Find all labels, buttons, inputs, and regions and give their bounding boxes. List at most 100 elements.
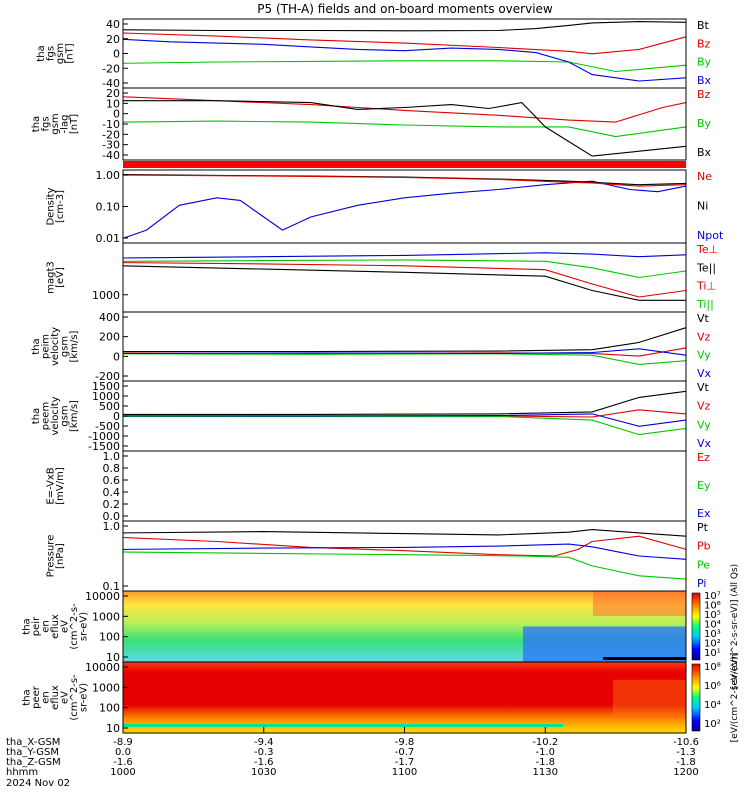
y-tick-label: -10 (102, 118, 120, 131)
y-tick-label: 100 (99, 631, 120, 644)
spectrogram (123, 662, 686, 733)
legend-label: Vt (697, 381, 710, 394)
y-axis-label: sr-eV) (79, 612, 90, 641)
y-axis-label: Density (45, 187, 56, 225)
y-axis-label: [km/s] (69, 330, 80, 362)
series-line (122, 551, 687, 580)
y-tick-label: 0.10 (96, 201, 121, 214)
y-tick-label: 1.0 (103, 450, 121, 463)
x-tick-label: 0.0 (115, 747, 131, 758)
series-line (122, 415, 687, 436)
x-tick-label: 1000 (110, 767, 135, 778)
x-tick-label: 1130 (533, 767, 558, 778)
series-line (122, 180, 687, 239)
x-tick-label: -1.3 (676, 747, 696, 758)
series-line (122, 535, 687, 557)
y-tick-label: 10 (106, 97, 120, 110)
legend-label: Bz (697, 88, 711, 101)
series-line (122, 265, 686, 301)
y-axis-label: [cm-3] (55, 190, 66, 223)
y-tick-label: 20 (106, 33, 120, 46)
y-tick-label: 0.2 (103, 498, 121, 511)
series-line (122, 353, 687, 365)
y-tick-label: 1000 (92, 390, 120, 403)
y-axis-label: gsm (60, 336, 71, 357)
panel-peer_en_eflux: 10⁸ 10⁶ 10⁴ 10² [eV/(cm^2-s-sr-eV)] 10000 1000… (22, 653, 741, 743)
x-tick-label: -1.0 (535, 747, 555, 758)
x-row-label: hhmm (6, 767, 38, 778)
panel-frame (122, 18, 687, 89)
spectrogram-low-band (523, 626, 686, 662)
legend-label: Ey (697, 479, 711, 492)
y-tick-label: 0.4 (103, 486, 121, 499)
y-tick-label: 1.00 (96, 169, 121, 182)
colorbar-scale (691, 663, 701, 732)
panel-pressure: Pt Pb Pe Pi 1.0 0.1 Pressure[nPa] (45, 520, 710, 593)
legend-label: Pt (697, 521, 709, 534)
y-axis-label: peer (31, 685, 42, 709)
y-axis-label: gsm (60, 405, 71, 426)
legend-label: Pi (697, 577, 706, 590)
y-axis-label: E=-VxB (45, 467, 56, 504)
x-axis-ephemeris: -8.9 -9.4 -9.8 -10.2 -10.60.0 -0.3 -0.7 -1.0 -1.… (6, 727, 699, 789)
y-axis-label: tha (22, 689, 33, 705)
legend-label: Ni (697, 200, 708, 213)
y-axis-label: tha (31, 338, 42, 354)
y-axis-label: tha (22, 618, 33, 634)
series-line (122, 120, 687, 138)
y-axis-label: eV (60, 620, 71, 633)
spectrogram-line (123, 724, 563, 727)
series-line (122, 413, 687, 427)
y-tick-label: -1500 (88, 440, 120, 453)
y-axis-label: peem (41, 402, 52, 430)
series-line (122, 252, 687, 259)
y-axis-label: gsm (55, 43, 66, 64)
date-label: 2024 Nov 02 (6, 778, 70, 789)
legend-label: Bz (697, 37, 711, 50)
y-tick-label: -500 (95, 420, 120, 433)
legend-label: Vz (697, 400, 711, 413)
legend-label: Npot (697, 229, 724, 242)
y-tick-label: 0 (113, 48, 120, 61)
colorbar-tick-label: 10⁸ (704, 662, 721, 673)
colorbar-label: [eV/(cm^2-s-sr-eV)] (730, 653, 740, 743)
y-axis-label: magt3 (45, 261, 56, 294)
series-line (122, 60, 687, 73)
legend-label: By (697, 117, 712, 130)
state-bar (123, 161, 686, 168)
legend-label: Pb (697, 540, 711, 553)
series-line (122, 174, 687, 187)
y-axis-label: en (41, 620, 52, 633)
x-row-label: tha_Y-GSM (6, 747, 59, 758)
spectrogram-gap (603, 657, 686, 660)
spectrogram-high-band (593, 591, 686, 616)
y-tick-label: 0 (113, 108, 120, 121)
y-axis-label: [eV] (55, 267, 66, 288)
colorbar-tick-label: 10⁴ (704, 620, 721, 631)
y-tick-label: -1000 (88, 430, 120, 443)
x-tick-label: 1200 (673, 767, 698, 778)
y-tick-label: 100 (99, 702, 120, 715)
y-tick-label: 10 (106, 722, 120, 735)
panel-moments_T: Te⊥ Te|| Ti⊥ Ti|| 1000 magt3[eV] (45, 242, 718, 313)
y-axis-label: tha (36, 45, 47, 61)
y-axis-label: [mV/m] (55, 467, 66, 505)
colorbar-tick-label: 10⁴ (704, 700, 721, 711)
figure-title: P5 (TH-A) fields and on-board moments ov… (257, 2, 553, 16)
colorbar-tick-label: 10² (704, 639, 721, 650)
legend-label: Te⊥ (696, 243, 718, 256)
y-axis-label: (cm^2-s- (69, 603, 80, 650)
x-row-label: tha_Z-GSM (6, 757, 61, 768)
y-axis-label: en (41, 691, 52, 704)
legend-label: Vx (697, 367, 712, 380)
y-tick-label: -20 (102, 62, 120, 75)
y-tick-label: 0.1 (103, 580, 121, 593)
y-tick-label: 0 (113, 410, 120, 423)
colorbar-tick-label: 10⁵ (704, 610, 721, 621)
legend-label: Bx (697, 146, 712, 159)
y-tick-label: 10 (106, 651, 120, 664)
series-line (122, 543, 687, 560)
y-tick-label: 1000 (92, 681, 120, 694)
